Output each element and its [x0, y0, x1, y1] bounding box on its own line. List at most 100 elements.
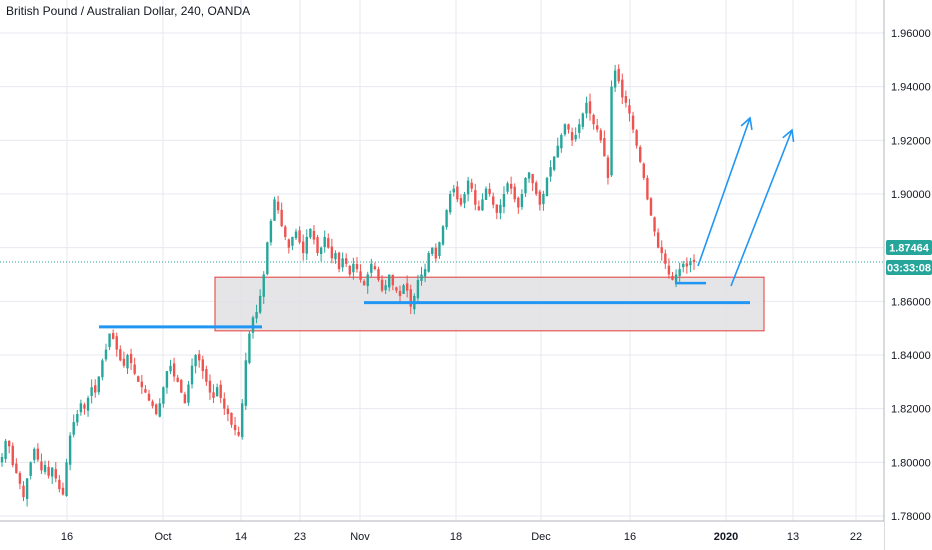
candle-body	[233, 424, 237, 431]
candle-body	[624, 96, 628, 103]
candle-body	[104, 349, 108, 360]
candle-body	[205, 369, 208, 382]
candle-body	[36, 448, 40, 460]
time-tick-label: 22	[850, 531, 862, 543]
candle-body	[599, 130, 602, 141]
candle-body	[298, 230, 301, 243]
candle-body	[215, 387, 219, 397]
candle-body	[0, 456, 4, 463]
candle-body	[639, 147, 642, 162]
candle-body	[631, 115, 635, 130]
candle-body	[635, 130, 638, 146]
candle-body	[345, 258, 348, 264]
candle-body	[18, 473, 22, 484]
candle-body	[405, 283, 409, 291]
candle-body	[388, 274, 391, 288]
time-axis-area[interactable]	[0, 521, 884, 550]
candle-body	[341, 258, 344, 268]
candle-body	[617, 68, 620, 82]
candle-body	[58, 479, 61, 490]
candle-body	[552, 156, 556, 170]
candle-body	[237, 431, 240, 436]
time-tick-label: 13	[787, 531, 799, 543]
candle-body	[484, 188, 488, 200]
candle-body	[162, 387, 165, 404]
candle-body	[420, 274, 423, 281]
candle-body	[301, 241, 305, 254]
candle-body	[531, 173, 534, 184]
candle-body	[187, 384, 190, 403]
candle-body	[269, 220, 273, 243]
time-axis-labels: 16 Oct 14 23 Nov 18 Dec 16 2020 13 22	[61, 531, 862, 543]
candle-body	[642, 163, 646, 178]
candle-body	[83, 404, 86, 409]
candle-body	[685, 263, 689, 267]
candle-body	[319, 247, 323, 254]
candle-body	[678, 269, 681, 277]
projection-arrow-2-head	[782, 128, 795, 143]
candle-body	[509, 183, 513, 189]
candle-body	[481, 199, 484, 211]
candle-body	[101, 360, 104, 378]
candle-body	[438, 242, 441, 257]
candle-body	[660, 247, 663, 254]
projection-arrow-1[interactable]	[697, 117, 751, 267]
candle-body	[90, 387, 93, 397]
candle-body	[334, 253, 337, 260]
candle-body	[244, 360, 248, 406]
candle-body	[556, 145, 559, 158]
candle-body	[384, 285, 387, 291]
projection-arrow-2[interactable]	[730, 129, 793, 287]
candle-body	[262, 274, 265, 297]
candle-body	[115, 336, 118, 350]
candle-body	[183, 394, 187, 404]
candle-body	[316, 237, 319, 254]
candle-body	[165, 371, 169, 388]
candle-body	[595, 125, 599, 130]
candle-body	[362, 281, 366, 286]
countdown-label: 03:33:08	[887, 263, 931, 275]
candle-body	[330, 246, 334, 259]
candle-body	[119, 349, 122, 361]
time-tick-label: Oct	[154, 531, 171, 543]
candle-body	[527, 172, 531, 179]
candle-body	[43, 465, 47, 472]
candle-body	[434, 247, 438, 259]
time-tick-label: Dec	[531, 531, 551, 543]
candle-body	[463, 194, 466, 204]
candle-body	[154, 404, 158, 415]
time-tick-label: 14	[235, 531, 247, 543]
candle-body	[488, 188, 491, 194]
candle-body	[180, 379, 183, 393]
candle-body	[15, 463, 18, 474]
candle-body	[560, 134, 563, 149]
time-tick-label: 2020	[714, 531, 738, 543]
candle-body	[517, 197, 520, 208]
candle-body	[391, 274, 395, 286]
candle-body	[538, 191, 542, 205]
candle-body	[499, 204, 502, 214]
candle-body	[470, 182, 473, 189]
candle-body	[545, 177, 549, 197]
candle-body	[4, 440, 7, 460]
price-tick-label: 1.78000	[891, 511, 931, 523]
candle-body	[588, 101, 592, 114]
candle-body	[409, 289, 412, 307]
candle-body	[653, 217, 656, 232]
candle-body	[287, 239, 291, 248]
candle-body	[570, 132, 574, 141]
candle-body	[40, 461, 43, 471]
candle-body	[68, 435, 72, 465]
candle-body	[448, 194, 452, 213]
candle-body	[137, 376, 140, 382]
candle-body	[474, 190, 477, 205]
candle-body	[348, 265, 351, 275]
candle-body	[366, 274, 369, 287]
candle-body	[606, 157, 610, 178]
trend-drawings[interactable]	[99, 116, 795, 329]
candle-body	[208, 380, 212, 393]
candle-body	[140, 381, 144, 388]
candle-body	[309, 228, 312, 238]
candle-body	[567, 124, 570, 130]
